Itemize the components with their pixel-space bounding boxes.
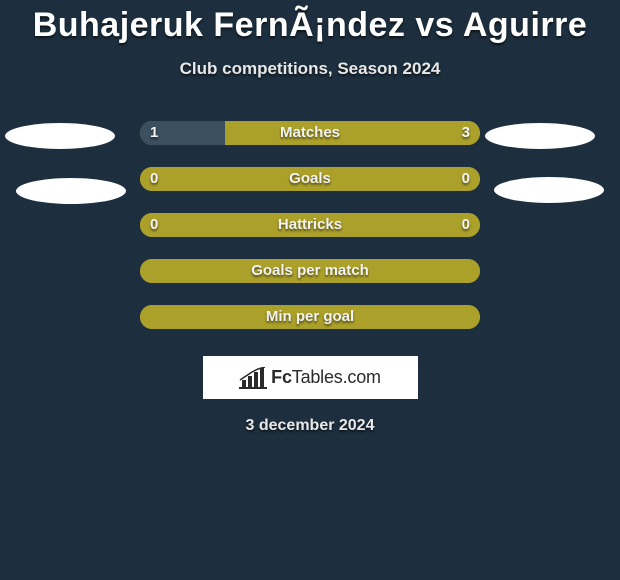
stat-value-player1: 0 <box>150 167 158 191</box>
stat-row: Matches13 <box>0 121 620 167</box>
page-title: Buhajeruk FernÃ¡ndez vs Aguirre <box>0 0 620 45</box>
stat-value-player1: 0 <box>150 213 158 237</box>
stat-bar-track <box>140 121 480 145</box>
stat-bar-player2 <box>140 259 480 283</box>
stat-bar-track <box>140 167 480 191</box>
date-label: 3 december 2024 <box>0 417 620 435</box>
branding-part-b: Tables <box>292 367 343 387</box>
stat-bar-player2 <box>140 167 480 191</box>
stat-bar-player2 <box>225 121 480 145</box>
branding-badge: FcTables.com <box>203 356 418 399</box>
stat-bar-player2 <box>140 213 480 237</box>
stat-row: Hattricks00 <box>0 213 620 259</box>
chart-icon <box>239 367 267 389</box>
stat-bar-player2 <box>140 305 480 329</box>
stat-bar-track <box>140 213 480 237</box>
stat-value-player2: 3 <box>462 121 470 145</box>
stat-bar-track <box>140 259 480 283</box>
stat-row: Min per goal <box>0 305 620 351</box>
stat-value-player2: 0 <box>462 213 470 237</box>
comparison-card: Buhajeruk FernÃ¡ndez vs Aguirre Club com… <box>0 0 620 580</box>
branding-part-c: .com <box>343 367 381 387</box>
stat-row: Goals per match <box>0 259 620 305</box>
stats-rows: Matches13Goals00Hattricks00Goals per mat… <box>0 121 620 351</box>
stat-value-player2: 0 <box>462 167 470 191</box>
subtitle: Club competitions, Season 2024 <box>0 59 620 79</box>
stat-bar-track <box>140 305 480 329</box>
stat-value-player1: 1 <box>150 121 158 145</box>
stat-row: Goals00 <box>0 167 620 213</box>
branding-part-a: Fc <box>271 367 292 387</box>
branding-text: FcTables.com <box>271 367 381 388</box>
